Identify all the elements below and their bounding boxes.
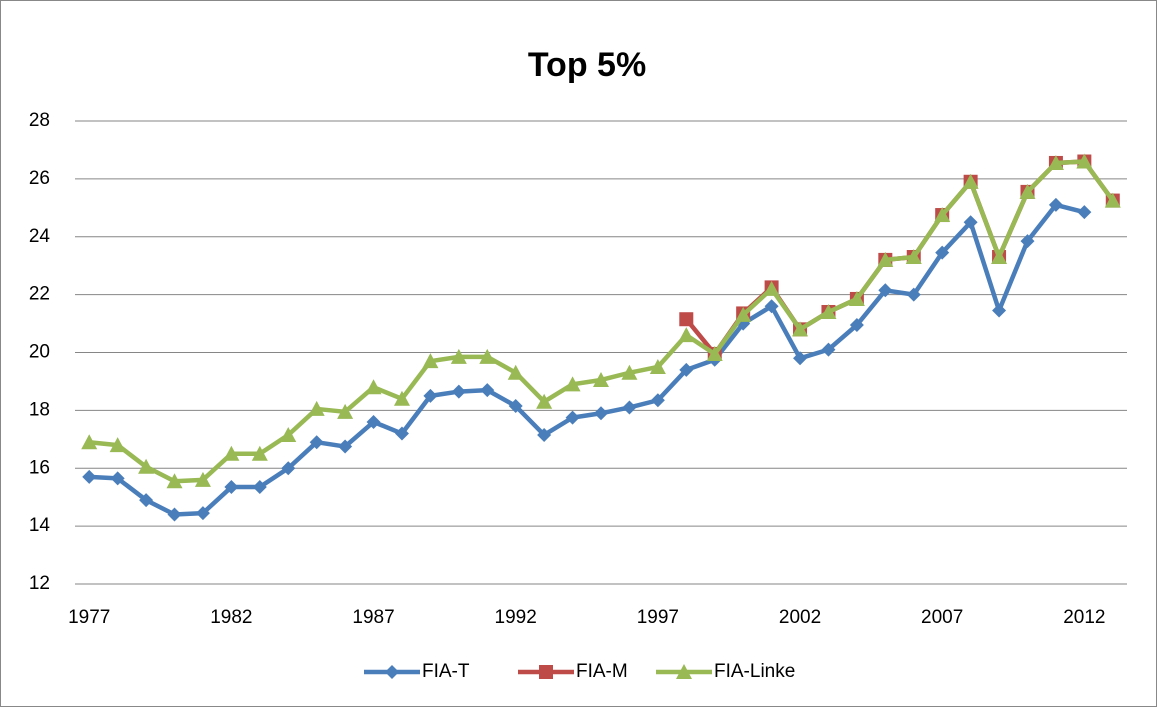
data-point (622, 400, 637, 415)
x-tick-label: 1977 (68, 607, 110, 628)
data-point (393, 390, 410, 406)
y-tick-label: 22 (29, 284, 50, 305)
y-tick-label: 28 (29, 110, 50, 131)
data-point (508, 399, 523, 414)
data-point (564, 376, 581, 392)
data-point (138, 458, 155, 474)
data-point (309, 435, 324, 450)
data-point (594, 406, 608, 421)
data-point (365, 379, 382, 395)
data-point (139, 493, 154, 508)
y-tick-label: 12 (29, 573, 50, 594)
data-point (81, 434, 98, 450)
data-point (621, 364, 638, 380)
data-point (537, 427, 552, 442)
data-point (536, 393, 553, 409)
x-tick-label: 1992 (495, 607, 537, 628)
data-point (110, 471, 125, 486)
data-point (735, 306, 752, 322)
data-point (366, 414, 381, 429)
data-point (992, 303, 1007, 318)
x-tick-label: 2012 (1063, 607, 1105, 628)
legend-label: FIA-Linke (714, 661, 795, 682)
data-point (848, 290, 865, 306)
data-point (679, 312, 694, 327)
data-point (878, 283, 893, 298)
data-point (962, 173, 979, 189)
data-point (423, 388, 438, 403)
chart-title: Top 5% (528, 46, 646, 84)
x-tick-label: 1987 (352, 607, 394, 628)
data-point (109, 437, 126, 453)
data-point (394, 426, 409, 441)
data-point (877, 251, 894, 267)
data-point (251, 445, 268, 461)
data-point (649, 358, 666, 374)
data-point (337, 403, 354, 419)
legend-label: FIA-M (576, 661, 628, 682)
legend-marker (385, 665, 399, 679)
data-point (1047, 154, 1064, 170)
data-point (82, 469, 97, 484)
data-point (280, 426, 297, 442)
data-point (792, 321, 809, 337)
data-point (678, 327, 695, 343)
data-point (422, 353, 439, 369)
data-point (480, 383, 495, 398)
x-tick-label: 2007 (921, 607, 963, 628)
legend-marker (539, 665, 553, 679)
data-point (194, 471, 211, 487)
data-point (166, 473, 183, 489)
data-point (252, 480, 267, 495)
x-tick-label: 1982 (210, 607, 252, 628)
data-point (565, 410, 580, 425)
data-point (679, 362, 694, 377)
y-tick-label: 18 (29, 399, 50, 420)
data-point (1020, 234, 1035, 249)
data-point (195, 506, 210, 521)
data-point (593, 371, 609, 387)
data-point (821, 342, 836, 357)
y-tick-label: 14 (29, 515, 51, 536)
y-tick-label: 16 (29, 457, 50, 478)
data-point (1077, 205, 1092, 220)
data-point (991, 249, 1008, 265)
x-tick-label: 1997 (637, 607, 679, 628)
data-point (338, 439, 353, 454)
data-point (935, 245, 950, 260)
data-point (820, 303, 837, 319)
data-point (706, 345, 723, 361)
data-point (450, 348, 467, 364)
data-point (451, 384, 466, 399)
data-point (479, 348, 496, 364)
data-point (650, 393, 665, 408)
data-point (764, 299, 779, 314)
data-point (1076, 153, 1093, 169)
data-point (963, 215, 978, 230)
data-point (793, 351, 808, 366)
y-tick-label: 26 (29, 168, 50, 189)
data-point (1019, 183, 1036, 199)
data-point (849, 318, 864, 333)
x-tick-label: 2002 (779, 607, 821, 628)
data-point (167, 507, 182, 522)
data-point (905, 249, 922, 265)
data-point (281, 461, 296, 476)
legend-marker (676, 664, 692, 679)
data-point (223, 445, 240, 461)
data-point (906, 287, 921, 302)
data-point (507, 364, 524, 380)
legend-label: FIA-T (422, 661, 470, 682)
data-point (934, 207, 951, 223)
data-point (224, 480, 239, 495)
y-tick-label: 20 (29, 342, 50, 363)
data-point (763, 280, 780, 296)
y-tick-label: 24 (29, 226, 51, 247)
data-point (1048, 197, 1063, 212)
data-point (308, 400, 325, 416)
data-point (1104, 192, 1121, 208)
